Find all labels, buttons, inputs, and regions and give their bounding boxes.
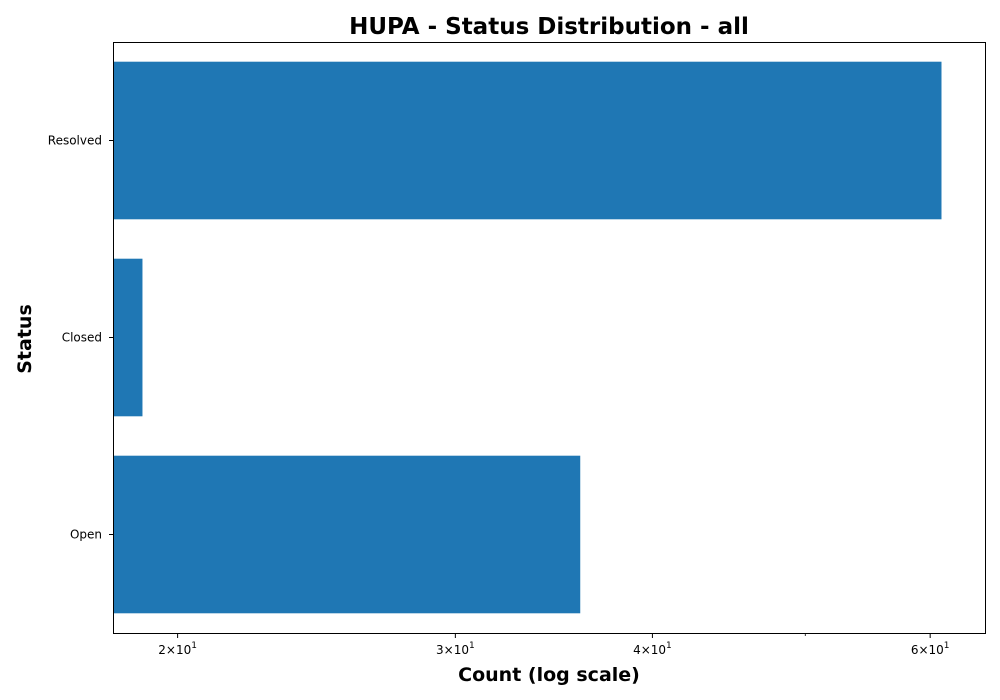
y-tick-label: Closed (62, 331, 102, 345)
x-tick-label: 3×101 (436, 641, 475, 657)
bar-open (113, 455, 581, 614)
plot-frame (113, 42, 986, 634)
y-axis-ticks: Open Closed Resolved (48, 134, 113, 542)
y-tick-label: Resolved (48, 134, 102, 148)
x-axis-title: Count (log scale) (458, 664, 640, 686)
x-tick-label: 2×101 (158, 641, 197, 657)
bars-group (113, 61, 942, 614)
bar-closed (113, 258, 143, 417)
bar-resolved (113, 61, 942, 220)
x-tick-label: 6×101 (911, 641, 950, 657)
y-axis-title: Status (14, 304, 36, 374)
x-tick-label: 4×101 (633, 641, 672, 657)
chart-title: HUPA - Status Distribution - all (349, 14, 749, 40)
x-axis-ticks: 2×101 3×101 4×101 6×101 (158, 633, 950, 657)
y-tick-label: Open (70, 528, 102, 542)
